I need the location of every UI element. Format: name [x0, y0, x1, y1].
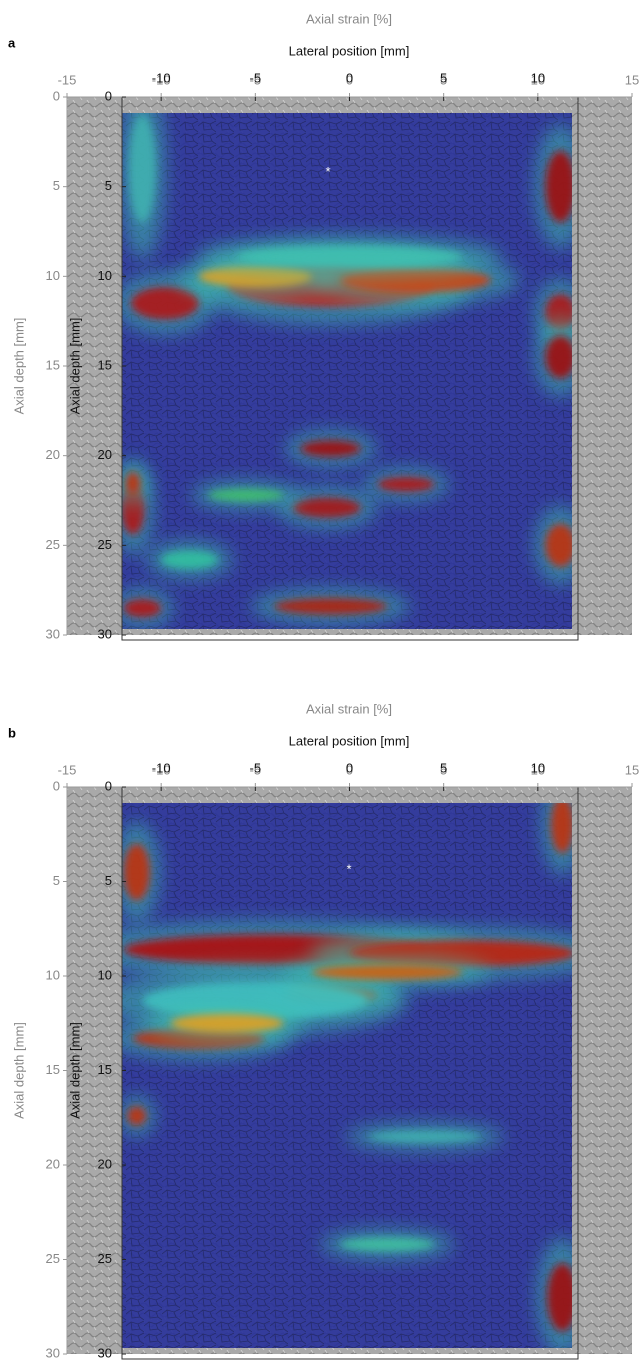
strain-spot	[311, 964, 463, 980]
annotation: *	[325, 164, 330, 179]
inner-y-tick-label: 5	[105, 178, 112, 193]
inner-x-tick-label: 0	[346, 760, 353, 775]
x-tick-label: 10	[531, 762, 545, 777]
y-tick-label: 10	[46, 967, 60, 982]
inner-y-tick-label: 15	[98, 357, 112, 372]
y-tick-label: 0	[53, 88, 60, 103]
inner-y-tick-label: 10	[98, 967, 112, 982]
inner-x-tick-label: 5	[440, 70, 447, 85]
strain-spot	[545, 523, 572, 567]
inner-x-tick-label: -5	[250, 70, 262, 85]
x-tick-label: -5	[250, 72, 262, 87]
inner-y-axis-label: Axial depth [mm]	[67, 318, 82, 415]
x-tick-label: -10	[152, 72, 171, 87]
inner-y-tick-label: 15	[98, 1062, 112, 1077]
y-tick-label: 15	[46, 357, 60, 372]
panel-label: a	[8, 35, 16, 50]
x-tick-label: 0	[346, 72, 353, 87]
strain-spot	[293, 497, 361, 518]
x-tick-label: 10	[531, 72, 545, 87]
strain-spot	[377, 477, 435, 492]
inner-y-tick-label: 10	[98, 268, 112, 283]
inner-y-tick-label: 0	[105, 88, 112, 103]
strain-spot	[131, 287, 199, 320]
y-tick-label: 15	[46, 1062, 60, 1077]
inner-y-tick-label: 0	[105, 778, 112, 793]
inner-y-tick-label: 20	[98, 1156, 112, 1171]
inner-x-tick-label: -10	[152, 70, 171, 85]
x-tick-label: 0	[346, 762, 353, 777]
strain-spot	[123, 599, 162, 618]
annotation: *	[346, 862, 351, 877]
strain-blobs	[122, 803, 572, 1348]
strain-blobs	[122, 113, 572, 628]
inner-y-tick-label: 25	[98, 1251, 112, 1266]
inner-x-tick-label: -10	[152, 760, 171, 775]
strain-spot	[300, 440, 361, 457]
strain-spot	[274, 598, 388, 615]
strain-spot	[208, 488, 284, 502]
strain-texture	[122, 803, 572, 1348]
inner-y-axis-label: Axial depth [mm]	[67, 1022, 82, 1119]
y-tick-label: 5	[53, 873, 60, 888]
y-tick-label: 30	[46, 1345, 60, 1360]
x-tick-label: 15	[625, 72, 639, 87]
inner-x-tick-label: -5	[250, 760, 262, 775]
inner-y-tick-label: 20	[98, 447, 112, 462]
inner-y-tick-label: 5	[105, 873, 112, 888]
y-axis-label: Axial depth [mm]	[11, 1022, 26, 1119]
inner-x-tick-label: 5	[440, 760, 447, 775]
strain-spot	[368, 1130, 482, 1143]
x-tick-label: -15	[58, 762, 77, 777]
y-tick-label: 20	[46, 447, 60, 462]
x-tick-label: -10	[152, 762, 171, 777]
x-tick-label: 5	[440, 72, 447, 87]
x-axis-label: Lateral position [mm]	[289, 733, 410, 748]
strain-spot	[547, 1263, 572, 1332]
strain-spot	[340, 1237, 435, 1251]
x-tick-label: -5	[250, 762, 262, 777]
strain-overlay	[122, 803, 572, 1348]
y-tick-label: 20	[46, 1156, 60, 1171]
x-tick-label: 15	[625, 762, 639, 777]
y-tick-label: 10	[46, 268, 60, 283]
inner-x-tick-label: 10	[531, 760, 545, 775]
y-tick-label: 25	[46, 537, 60, 552]
strain-spot	[545, 335, 572, 379]
strain-spot	[170, 1013, 284, 1033]
inner-y-tick-label: 25	[98, 537, 112, 552]
strain-spot	[161, 550, 218, 569]
strain-spot	[127, 1106, 147, 1126]
inner-y-tick-label: 30	[98, 626, 112, 641]
y-tick-label: 25	[46, 1251, 60, 1266]
strain-spot	[123, 843, 150, 901]
y-tick-label: 5	[53, 178, 60, 193]
x-axis-label: Lateral position [mm]	[289, 43, 410, 58]
inner-x-tick-label: 10	[531, 70, 545, 85]
strain-spot	[129, 114, 156, 223]
strain-spot	[545, 150, 572, 223]
strain-overlay	[122, 113, 572, 629]
inner-x-tick-label: 0	[346, 70, 353, 85]
panel-label: b	[8, 725, 16, 740]
x-tick-label: -15	[58, 72, 77, 87]
y-tick-label: 30	[46, 626, 60, 641]
title: Axial strain [%]	[306, 701, 392, 716]
inner-y-tick-label: 30	[98, 1345, 112, 1360]
strain-spot	[551, 803, 572, 854]
x-tick-label: 5	[440, 762, 447, 777]
strain-spot	[125, 471, 141, 494]
strain-spot	[236, 245, 463, 268]
y-tick-label: 0	[53, 778, 60, 793]
title: Axial strain [%]	[306, 11, 392, 26]
y-axis-label: Axial depth [mm]	[11, 318, 26, 415]
